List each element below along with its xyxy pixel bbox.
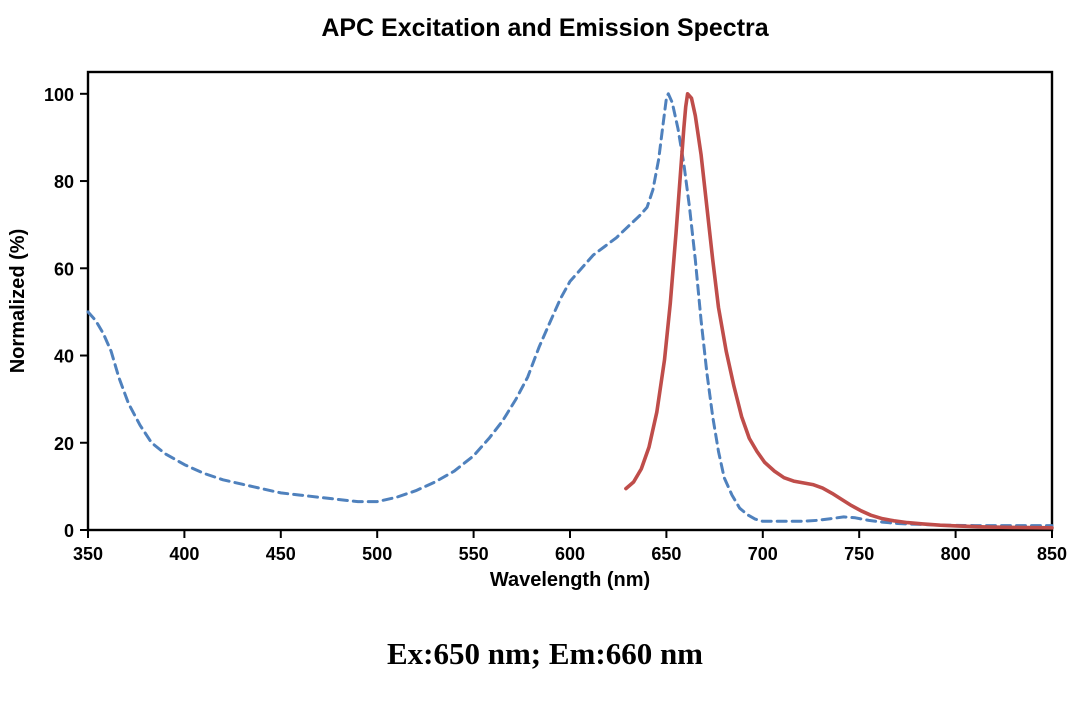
x-tick-label: 650 [651,544,681,564]
y-axis-label: Normalized (%) [7,229,29,373]
spectra-chart: 350 400 450 500 550 600 650 700 750 800 850 0 20 40 60… [7,70,1067,591]
series-emission-line [624,92,1054,530]
y-tick-label: 100 [44,85,74,105]
x-tick-label: 800 [941,544,971,564]
x-tick-label: 450 [266,544,296,564]
peak-annotation: Ex:650 nm; Em:660 nm [386,636,704,671]
y-tick-label: 20 [54,434,74,454]
y-tick-label: 80 [54,172,74,192]
x-tick-label: 750 [844,544,874,564]
plot-border [86,70,1054,532]
x-tick-label: 600 [555,544,585,564]
x-tick-label: 850 [1037,544,1067,564]
chart-title: APC Excitation and Emission Spectra [321,14,769,42]
y-tick-label: 40 [54,347,74,367]
y-tick-label: 60 [54,259,74,279]
series-excitation-line [86,92,1054,528]
x-tick-label: 350 [73,544,103,564]
x-axis-label: Wavelength (nm) [490,569,650,591]
x-tick-label: 400 [169,544,199,564]
x-tick-label: 500 [362,544,392,564]
x-tick-label: 550 [459,544,489,564]
plot-layer: 350 400 450 500 550 600 650 700 750 800 850 0 20 40 60… [44,70,1067,564]
y-tick-label: 0 [64,521,74,541]
x-tick-label: 700 [748,544,778,564]
